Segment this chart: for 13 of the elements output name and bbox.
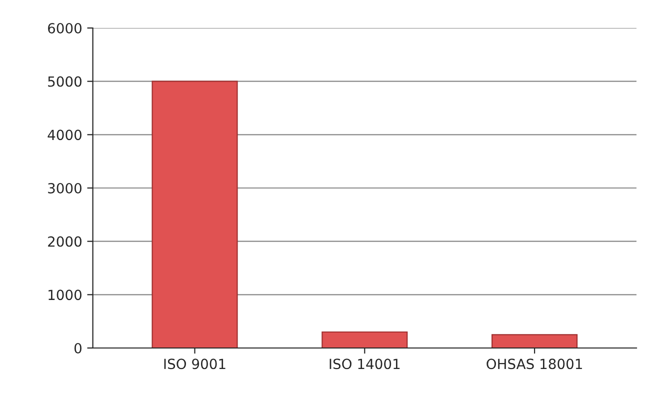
y-tick-label: 5000 xyxy=(48,76,82,87)
y-tick-label: 6000 xyxy=(48,22,82,34)
bar xyxy=(322,331,408,348)
y-tick-label: 3000 xyxy=(48,182,82,194)
x-tick-label: OHSAS 18001 xyxy=(486,358,582,370)
bar xyxy=(152,80,238,348)
y-tick-label: 1000 xyxy=(48,290,82,300)
y-tick-label: 2000 xyxy=(48,236,82,247)
x-tick-label: ISO 9001 xyxy=(164,358,226,370)
x-tick-label: ISO 14001 xyxy=(330,358,400,370)
y-tick-label: 4000 xyxy=(48,130,82,140)
y-tick-label: 0 xyxy=(74,342,82,354)
bar xyxy=(492,334,578,348)
